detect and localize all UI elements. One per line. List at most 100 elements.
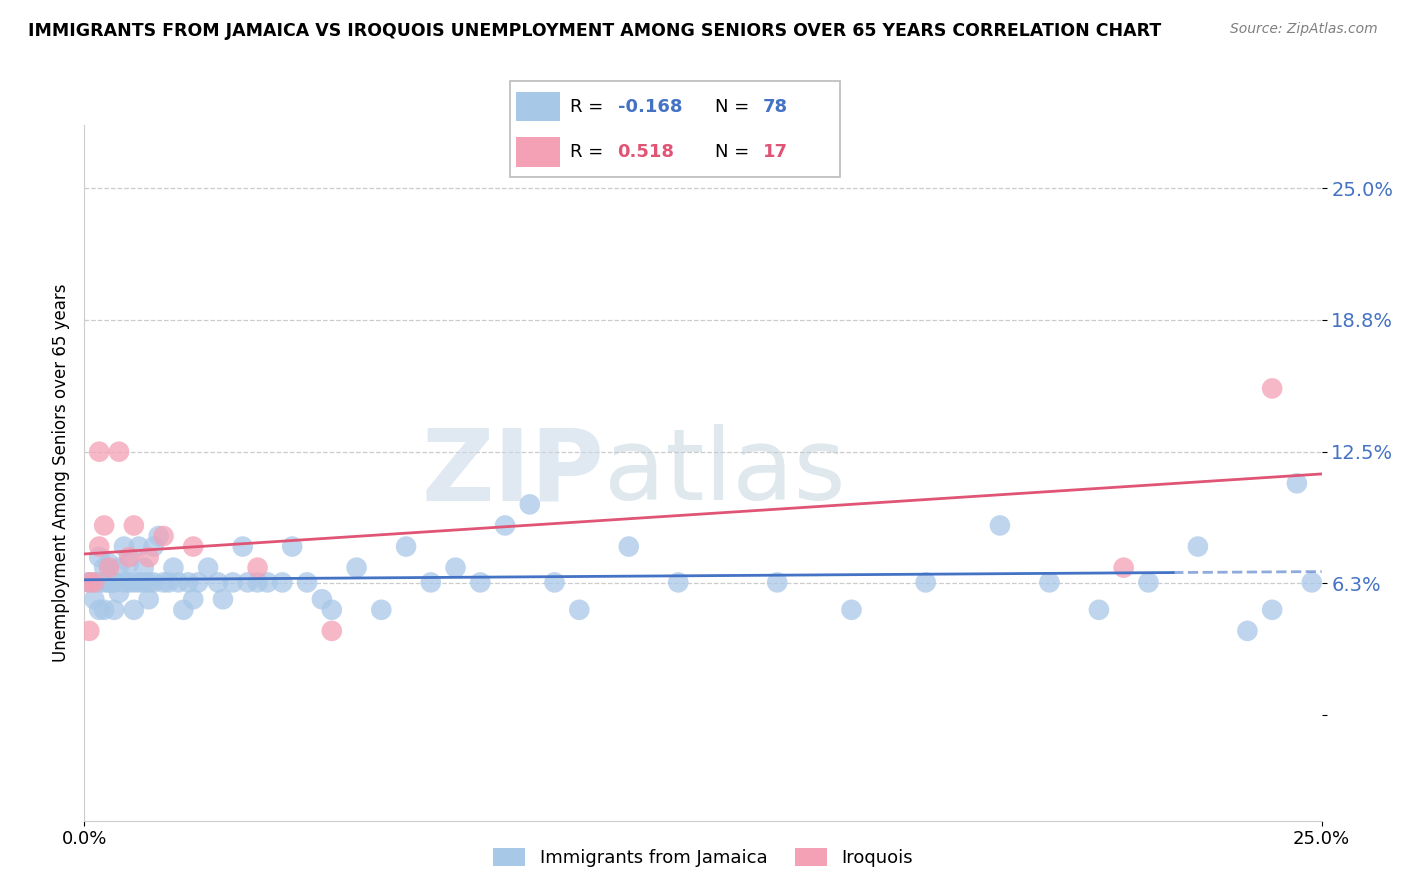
Point (98, 575, 121, 590)
Point (1301, 575, 1323, 590)
Point (93, 603, 115, 617)
Text: -0.168: -0.168 (617, 98, 682, 116)
Point (89, 540, 111, 554)
Legend: Immigrants from Jamaica, Iroquois: Immigrants from Jamaica, Iroquois (485, 840, 921, 874)
Point (98, 560, 121, 574)
Point (246, 575, 269, 590)
Point (162, 560, 184, 574)
Point (246, 560, 269, 574)
Point (98, 575, 121, 590)
Point (118, 575, 141, 590)
FancyBboxPatch shape (516, 137, 560, 167)
Point (181, 540, 204, 554)
Point (128, 575, 150, 590)
Point (1038, 575, 1060, 590)
Point (172, 603, 194, 617)
Point (83, 575, 105, 590)
Point (142, 540, 165, 554)
Point (281, 540, 304, 554)
Point (128, 540, 150, 554)
Y-axis label: Unemployment Among Seniors over 65 years: Unemployment Among Seniors over 65 years (52, 284, 70, 662)
Point (187, 575, 209, 590)
Point (112, 575, 135, 590)
Point (1285, 476, 1308, 491)
Text: R =: R = (571, 98, 609, 116)
Point (89, 603, 111, 617)
Point (152, 529, 174, 543)
Text: atlas: atlas (605, 425, 845, 521)
Point (122, 603, 145, 617)
Point (122, 518, 145, 533)
Point (988, 518, 1011, 533)
Point (346, 560, 368, 574)
Point (108, 586, 131, 600)
Point (395, 540, 418, 554)
Point (1088, 603, 1111, 617)
Point (79, 624, 101, 638)
Point (89, 575, 111, 590)
Point (118, 550, 141, 565)
Point (666, 575, 689, 590)
Point (103, 575, 125, 590)
Point (470, 575, 492, 590)
Point (181, 592, 204, 607)
Point (841, 603, 863, 617)
Text: IMMIGRANTS FROM JAMAICA VS IROQUOIS UNEMPLOYMENT AMONG SENIORS OVER 65 YEARS COR: IMMIGRANTS FROM JAMAICA VS IROQUOIS UNEM… (28, 22, 1161, 40)
Point (132, 560, 155, 574)
Point (122, 575, 145, 590)
Text: Source: ZipAtlas.com: Source: ZipAtlas.com (1230, 22, 1378, 37)
FancyBboxPatch shape (509, 81, 841, 178)
Point (79, 575, 101, 590)
Point (142, 575, 165, 590)
Point (232, 540, 254, 554)
Point (103, 575, 125, 590)
Text: N =: N = (716, 143, 755, 161)
Point (236, 575, 259, 590)
Point (1261, 603, 1284, 617)
Point (311, 592, 333, 607)
Point (152, 575, 174, 590)
Point (370, 603, 392, 617)
Point (271, 575, 294, 590)
Point (494, 518, 516, 533)
Text: N =: N = (716, 98, 755, 116)
Point (83, 575, 105, 590)
Point (295, 575, 318, 590)
Point (1137, 575, 1160, 590)
Text: 78: 78 (762, 98, 787, 116)
Point (79, 575, 101, 590)
Point (83, 592, 105, 607)
Point (93, 560, 115, 574)
Point (108, 560, 131, 574)
Point (207, 575, 229, 590)
Point (157, 575, 180, 590)
Point (222, 575, 245, 590)
Point (617, 540, 640, 554)
Point (568, 603, 591, 617)
Point (103, 603, 125, 617)
Point (108, 444, 131, 458)
Point (321, 603, 343, 617)
Point (138, 550, 160, 565)
Point (1112, 560, 1135, 574)
Point (1187, 540, 1209, 554)
Point (93, 575, 115, 590)
Point (93, 518, 115, 533)
Point (212, 592, 235, 607)
Point (256, 575, 278, 590)
FancyBboxPatch shape (516, 92, 560, 121)
Point (89, 550, 111, 565)
Text: R =: R = (571, 143, 609, 161)
Point (543, 575, 565, 590)
Text: 17: 17 (762, 143, 787, 161)
Point (138, 592, 160, 607)
Point (132, 575, 155, 590)
Point (98, 557, 121, 571)
Point (177, 575, 200, 590)
Point (118, 557, 141, 571)
Point (444, 560, 467, 574)
Text: ZIP: ZIP (422, 425, 605, 521)
Point (167, 575, 190, 590)
Point (766, 575, 789, 590)
Point (79, 575, 101, 590)
